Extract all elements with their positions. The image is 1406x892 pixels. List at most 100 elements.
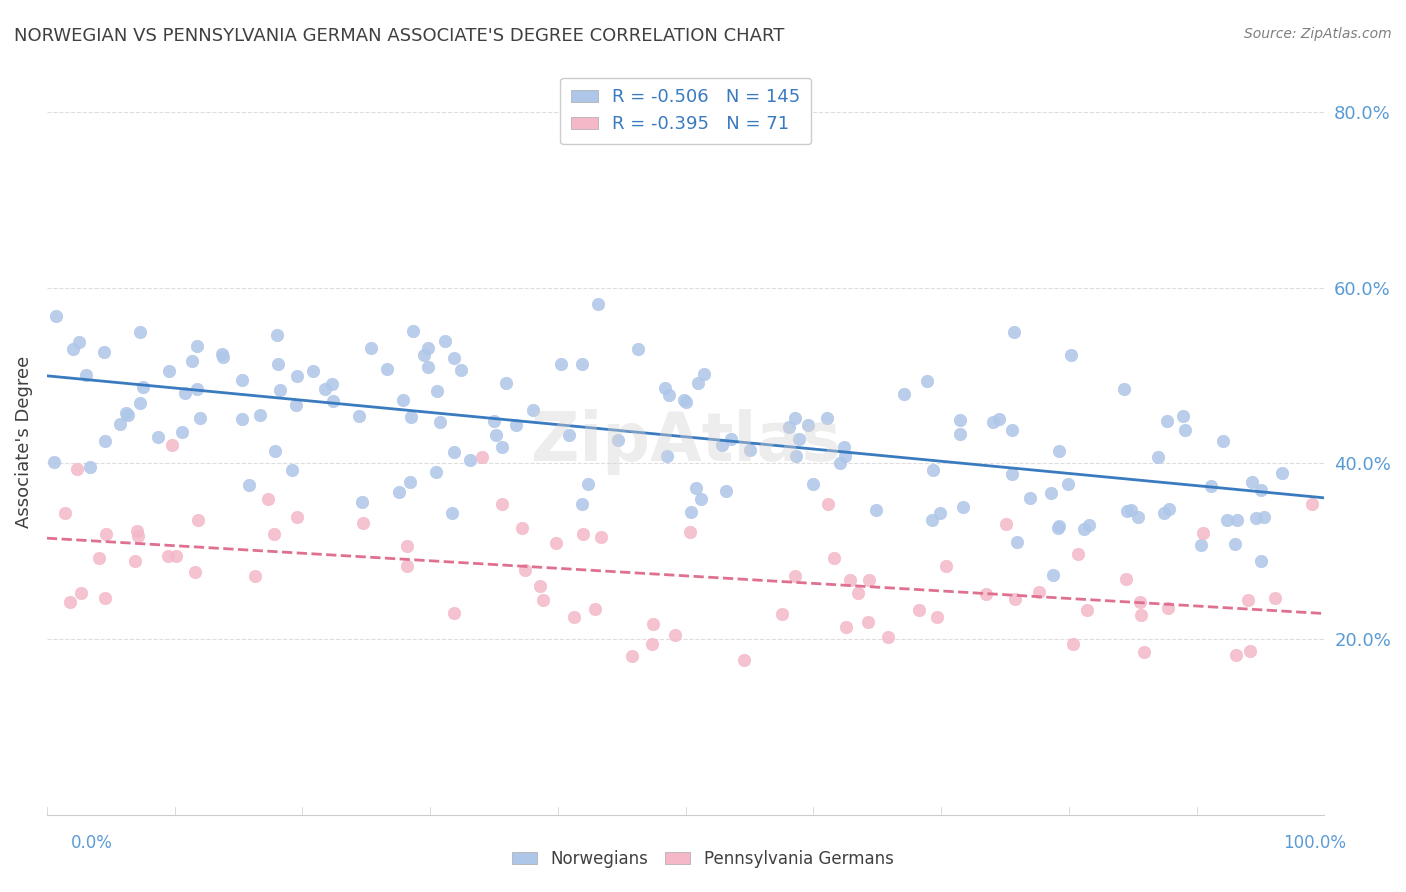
- Point: [212, 350, 235, 364]
- Point: [186, 338, 208, 352]
- Point: [418, 360, 440, 375]
- Point: [94, 434, 117, 448]
- Point: [249, 409, 271, 423]
- Point: [396, 559, 419, 574]
- Point: [981, 416, 1004, 430]
- Point: [801, 477, 824, 491]
- Point: [263, 443, 285, 458]
- Point: [988, 412, 1011, 426]
- Point: [654, 381, 676, 395]
- Point: [641, 616, 664, 631]
- Point: [865, 503, 887, 517]
- Point: [443, 607, 465, 621]
- Text: NORWEGIAN VS PENNSYLVANIA GERMAN ASSOCIATE'S DEGREE CORRELATION CHART: NORWEGIAN VS PENNSYLVANIA GERMAN ASSOCIA…: [14, 27, 785, 45]
- Point: [1046, 521, 1069, 535]
- Point: [188, 411, 211, 425]
- Point: [685, 481, 707, 495]
- Point: [1116, 504, 1139, 518]
- Point: [921, 513, 943, 527]
- Point: [115, 406, 138, 420]
- Point: [928, 506, 950, 520]
- Point: [796, 417, 818, 432]
- Point: [1250, 483, 1272, 498]
- Point: [586, 296, 609, 310]
- Point: [679, 505, 702, 519]
- Point: [53, 506, 76, 520]
- Point: [1216, 513, 1239, 527]
- Point: [352, 495, 374, 509]
- Point: [935, 558, 957, 573]
- Point: [395, 540, 418, 554]
- Point: [1076, 603, 1098, 617]
- Point: [94, 527, 117, 541]
- Point: [1253, 509, 1275, 524]
- Point: [621, 648, 644, 663]
- Point: [450, 363, 472, 377]
- Point: [471, 450, 494, 464]
- Point: [388, 485, 411, 500]
- Point: [42, 455, 65, 469]
- Point: [922, 463, 945, 477]
- Point: [834, 449, 856, 463]
- Point: [510, 521, 533, 535]
- Point: [1264, 591, 1286, 606]
- Point: [132, 380, 155, 394]
- Point: [1130, 608, 1153, 623]
- Point: [321, 377, 343, 392]
- Point: [785, 569, 807, 583]
- Point: [360, 341, 382, 355]
- Point: [1171, 409, 1194, 424]
- Point: [285, 509, 308, 524]
- Point: [858, 574, 880, 588]
- Point: [815, 411, 838, 425]
- Point: [426, 384, 449, 398]
- Point: [1192, 526, 1215, 541]
- Point: [823, 550, 845, 565]
- Point: [1040, 486, 1063, 500]
- Point: [1301, 497, 1323, 511]
- Point: [571, 357, 593, 371]
- Point: [1189, 538, 1212, 552]
- Point: [1019, 491, 1042, 505]
- Point: [583, 602, 606, 616]
- Point: [908, 603, 931, 617]
- Point: [591, 530, 613, 544]
- Point: [1007, 534, 1029, 549]
- Point: [641, 638, 664, 652]
- Point: [1062, 637, 1084, 651]
- Point: [284, 398, 307, 412]
- Point: [170, 425, 193, 439]
- Point: [75, 368, 97, 382]
- Point: [392, 393, 415, 408]
- Point: [482, 414, 505, 428]
- Point: [915, 374, 938, 388]
- Point: [974, 587, 997, 601]
- Point: [93, 344, 115, 359]
- Point: [211, 347, 233, 361]
- Point: [156, 549, 179, 563]
- Point: [186, 382, 208, 396]
- Point: [893, 387, 915, 401]
- Point: [785, 410, 807, 425]
- Point: [627, 342, 650, 356]
- Point: [655, 449, 678, 463]
- Point: [778, 420, 800, 434]
- Point: [181, 354, 204, 368]
- Point: [544, 536, 567, 550]
- Point: [117, 409, 139, 423]
- Text: Source: ZipAtlas.com: Source: ZipAtlas.com: [1244, 27, 1392, 41]
- Point: [531, 592, 554, 607]
- Point: [672, 392, 695, 407]
- Point: [1156, 414, 1178, 428]
- Point: [1114, 382, 1136, 396]
- Point: [1042, 568, 1064, 582]
- Point: [1244, 511, 1267, 525]
- Point: [124, 554, 146, 568]
- Point: [231, 373, 253, 387]
- Point: [1060, 349, 1083, 363]
- Point: [1056, 476, 1078, 491]
- Point: [45, 309, 67, 323]
- Point: [606, 433, 628, 447]
- Point: [243, 569, 266, 583]
- Point: [562, 610, 585, 624]
